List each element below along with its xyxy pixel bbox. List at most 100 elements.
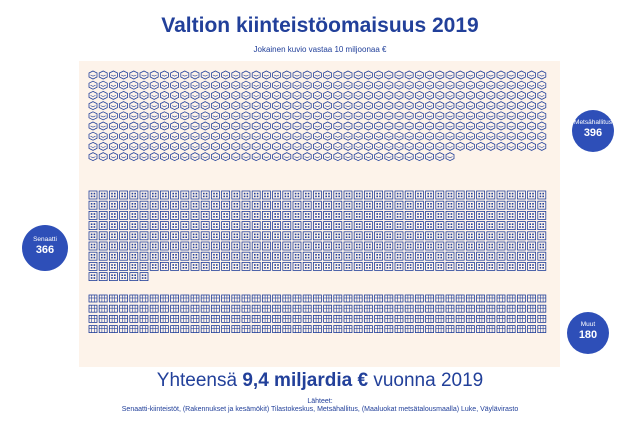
forest-land-icon <box>476 111 485 121</box>
office-building-icon <box>241 190 251 200</box>
office-building-icon <box>221 210 231 220</box>
forest-land-icon <box>231 70 241 80</box>
office-building-icon <box>129 190 139 200</box>
forest-land-icon <box>496 121 506 131</box>
office-building-icon <box>527 241 537 251</box>
office-building-icon <box>323 190 333 200</box>
forest-land-icon <box>211 80 220 90</box>
office-building-icon <box>374 241 384 251</box>
office-building-icon <box>404 190 414 200</box>
mixed-property-icon <box>149 325 159 334</box>
forest-land-icon <box>506 121 516 131</box>
office-building-icon <box>425 261 435 271</box>
mixed-property-icon <box>414 294 424 303</box>
forest-land-icon <box>129 80 139 90</box>
mixed-property-icon <box>200 294 210 303</box>
forest-land-icon <box>506 111 516 121</box>
office-building-icon <box>414 231 424 241</box>
mixed-property-icon <box>170 294 179 303</box>
office-building-icon <box>292 200 302 210</box>
office-building-icon <box>425 200 435 210</box>
forest-land-icon <box>374 131 383 141</box>
forest-land-icon <box>262 121 271 131</box>
forest-land-icon <box>455 121 465 131</box>
office-building-icon <box>210 231 220 241</box>
mixed-property-icon <box>221 314 231 323</box>
mixed-property-icon <box>537 325 547 334</box>
mixed-property-icon <box>323 314 333 323</box>
office-building-icon <box>190 231 200 241</box>
mixed-property-icon <box>425 325 435 334</box>
office-building-icon <box>414 261 424 271</box>
forest-land-icon <box>313 70 322 80</box>
mixed-property-icon <box>170 314 179 323</box>
office-building-icon <box>445 210 455 220</box>
forest-land-icon <box>374 141 383 151</box>
forest-land-icon <box>384 152 394 162</box>
mixed-property-icon <box>435 294 445 303</box>
office-building-icon <box>486 200 496 210</box>
mixed-property-icon <box>302 325 312 334</box>
office-building-icon <box>445 251 455 261</box>
forest-land-icon <box>98 80 108 90</box>
office-building-icon <box>251 231 261 241</box>
mixed-property-icon <box>200 304 210 313</box>
forest-land-icon <box>139 152 149 162</box>
office-building-icon <box>516 231 526 241</box>
forest-land-icon <box>466 101 475 111</box>
office-building-icon <box>476 251 486 261</box>
office-building-icon <box>353 231 363 241</box>
mixed-property-icon <box>210 294 220 303</box>
office-building-icon <box>323 241 333 251</box>
office-building-icon <box>384 241 394 251</box>
office-building-icon <box>363 261 373 271</box>
forest-land-icon <box>211 152 220 162</box>
forest-land-icon <box>231 111 241 121</box>
forest-land-icon <box>537 131 547 141</box>
office-building-icon <box>404 261 414 271</box>
forest-land-icon <box>415 70 424 80</box>
office-building-icon <box>88 221 98 231</box>
forest-land-icon <box>119 131 128 141</box>
forest-land-icon <box>537 111 547 121</box>
office-building-icon <box>251 261 261 271</box>
forest-land-icon <box>149 101 159 111</box>
mixed-property-icon <box>251 314 261 323</box>
office-building-icon <box>455 231 465 241</box>
forest-land-icon <box>476 80 485 90</box>
mixed-property-icon <box>261 304 271 313</box>
office-building-icon <box>272 190 282 200</box>
forest-land-icon <box>517 80 526 90</box>
office-building-icon <box>496 221 506 231</box>
office-building-icon <box>394 241 404 251</box>
pictogram-chart <box>88 70 547 334</box>
office-building-icon <box>425 190 435 200</box>
mixed-property-icon <box>414 314 424 323</box>
forest-land-icon <box>170 70 179 80</box>
forest-land-icon <box>394 101 404 111</box>
forest-land-icon <box>517 141 526 151</box>
office-building-icon <box>282 241 292 251</box>
office-building-icon <box>292 231 302 241</box>
forest-land-icon <box>353 80 363 90</box>
mixed-property-icon <box>537 314 547 323</box>
office-building-icon <box>98 241 108 251</box>
office-building-icon <box>323 210 333 220</box>
office-building-icon <box>506 231 516 241</box>
forest-land-icon <box>109 121 118 131</box>
mixed-property-icon <box>149 314 159 323</box>
forest-land-icon <box>241 101 251 111</box>
forest-land-icon <box>435 121 445 131</box>
forest-land-icon <box>415 111 424 121</box>
mixed-property-icon <box>476 304 486 313</box>
forest-land-icon <box>486 101 496 111</box>
office-building-icon <box>496 261 506 271</box>
office-building-icon <box>231 261 241 271</box>
forest-land-icon <box>282 111 292 121</box>
office-building-icon <box>139 190 149 200</box>
forest-land-icon <box>231 90 241 100</box>
forest-land-icon <box>455 131 465 141</box>
mixed-property-icon <box>414 325 424 334</box>
forest-land-icon <box>353 111 363 121</box>
office-building-icon <box>486 210 496 220</box>
